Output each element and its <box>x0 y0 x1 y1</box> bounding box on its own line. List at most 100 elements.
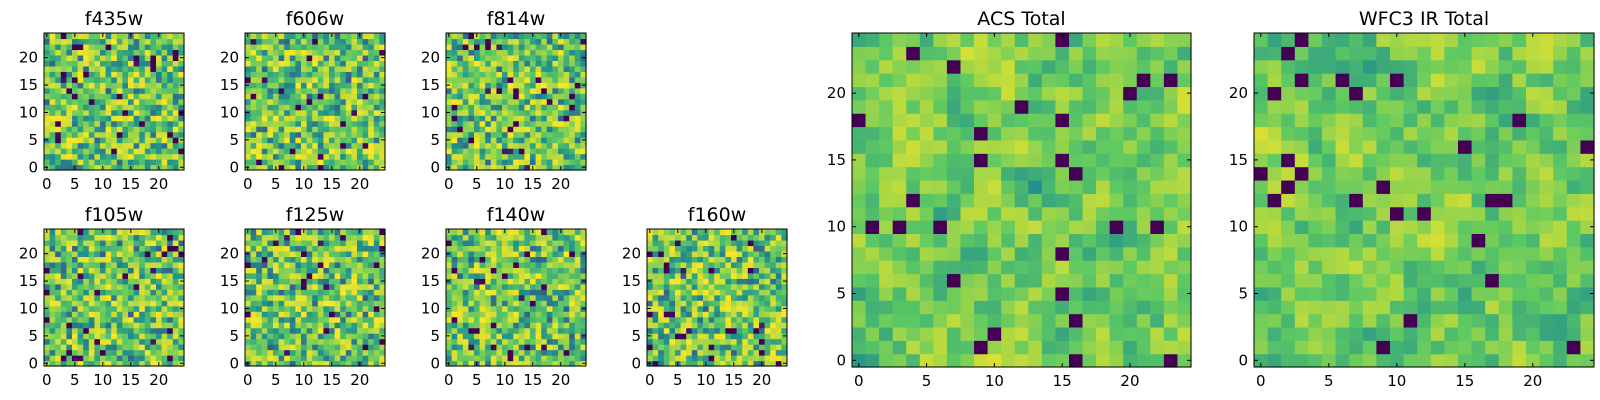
heatmap-cell <box>373 115 380 122</box>
heatmap-cell <box>742 234 749 241</box>
heatmap-cell <box>105 272 112 279</box>
heatmap-cell <box>719 355 726 362</box>
y-tick-label: 10 <box>220 103 239 121</box>
heatmap-cell <box>736 322 743 329</box>
heatmap-cell <box>714 294 721 301</box>
heatmap-cell <box>569 38 576 45</box>
heatmap-cell <box>55 43 62 51</box>
heatmap-cell <box>725 327 732 334</box>
heatmap-cell <box>719 344 726 351</box>
heatmap-cell <box>111 267 118 274</box>
heatmap-cell <box>669 311 676 318</box>
heatmap-cell <box>334 120 341 127</box>
heatmap-cell <box>72 338 79 345</box>
heatmap-cell <box>747 338 754 345</box>
heatmap-cell <box>675 344 682 351</box>
heatmap-cell <box>178 153 185 160</box>
heatmap-cell <box>1028 193 1043 208</box>
heatmap-cell <box>558 344 565 351</box>
heatmap-cell <box>535 245 542 252</box>
heatmap-cell <box>518 153 525 160</box>
heatmap-cell <box>457 137 464 144</box>
heatmap-cell <box>66 305 73 312</box>
heatmap-cell <box>66 360 73 367</box>
heatmap-cell <box>150 344 157 351</box>
heatmap-cell <box>351 54 358 61</box>
heatmap-cell <box>94 300 101 307</box>
heatmap-cell <box>133 261 140 268</box>
heatmap-cell <box>546 300 553 307</box>
heatmap-cell <box>172 33 179 40</box>
heatmap-cell <box>764 355 771 362</box>
heatmap-cell <box>686 234 693 241</box>
heatmap-cell <box>1163 166 1179 181</box>
heatmap-cell <box>546 327 553 334</box>
heatmap-cell <box>116 43 123 51</box>
heatmap-cell <box>284 278 291 285</box>
heatmap-cell <box>535 300 542 307</box>
heatmap-cell <box>289 300 296 307</box>
heatmap-cell <box>379 322 386 329</box>
heatmap-cell <box>507 38 514 45</box>
heatmap-cell <box>373 137 380 144</box>
heatmap-cell <box>161 98 168 105</box>
heatmap-cell <box>507 272 514 279</box>
heatmap-cell <box>1109 286 1124 301</box>
heatmap-cell <box>284 311 291 318</box>
heatmap-cell <box>781 283 788 290</box>
heatmap-cell <box>250 126 257 133</box>
heatmap-cell <box>133 148 140 155</box>
heatmap-cell <box>546 49 553 56</box>
heatmap-cell <box>524 256 531 263</box>
heatmap-cell <box>490 120 497 127</box>
heatmap-cell <box>250 344 257 351</box>
heatmap-cell <box>691 349 698 356</box>
heatmap-cell <box>731 322 738 329</box>
heatmap-cell <box>379 120 386 127</box>
heatmap-cell <box>535 349 542 356</box>
heatmap-cell <box>479 272 486 279</box>
heatmap-cell <box>88 349 95 356</box>
heatmap-cell <box>892 179 907 194</box>
heatmap-cell <box>351 126 358 133</box>
heatmap-cell <box>535 278 542 285</box>
heatmap-cell <box>580 289 587 296</box>
heatmap-cell <box>524 33 531 40</box>
heatmap-cell <box>317 43 324 51</box>
heatmap-cell <box>686 360 693 367</box>
heatmap-cell <box>518 126 525 133</box>
heatmap-cell <box>742 322 749 329</box>
heatmap-cell <box>680 234 687 241</box>
heatmap-cell <box>289 54 296 61</box>
y-tick-label: 15 <box>19 272 38 290</box>
heatmap-cell <box>133 38 140 45</box>
heatmap-cell <box>703 316 710 323</box>
heatmap-cell <box>865 166 880 181</box>
heatmap-cell <box>100 38 107 45</box>
heatmap-cell <box>747 229 754 236</box>
heatmap-cell <box>474 109 481 116</box>
heatmap-cell <box>60 229 67 236</box>
heatmap-cell <box>161 267 168 274</box>
heatmap-cell <box>44 65 51 72</box>
heatmap-cell <box>72 104 79 111</box>
axes-frame <box>244 32 386 171</box>
heatmap-cell <box>719 294 726 301</box>
heatmap-cell <box>496 93 503 100</box>
heatmap-cells <box>44 33 185 171</box>
heatmap-cell <box>541 261 548 268</box>
heatmap-cell <box>669 261 676 268</box>
heatmap-cell <box>474 71 481 78</box>
heatmap-cell <box>725 278 732 285</box>
heatmap-cell <box>479 250 486 257</box>
heatmap-cell <box>451 229 458 236</box>
heatmap-cell <box>345 338 352 345</box>
heatmap-cell <box>714 267 721 274</box>
heatmap-cell <box>546 322 553 329</box>
heatmap-cell <box>647 311 654 318</box>
heatmap-cell <box>139 245 146 252</box>
heatmap-cell <box>747 283 754 290</box>
heatmap-cell <box>66 349 73 356</box>
heatmap-cell <box>94 43 101 51</box>
